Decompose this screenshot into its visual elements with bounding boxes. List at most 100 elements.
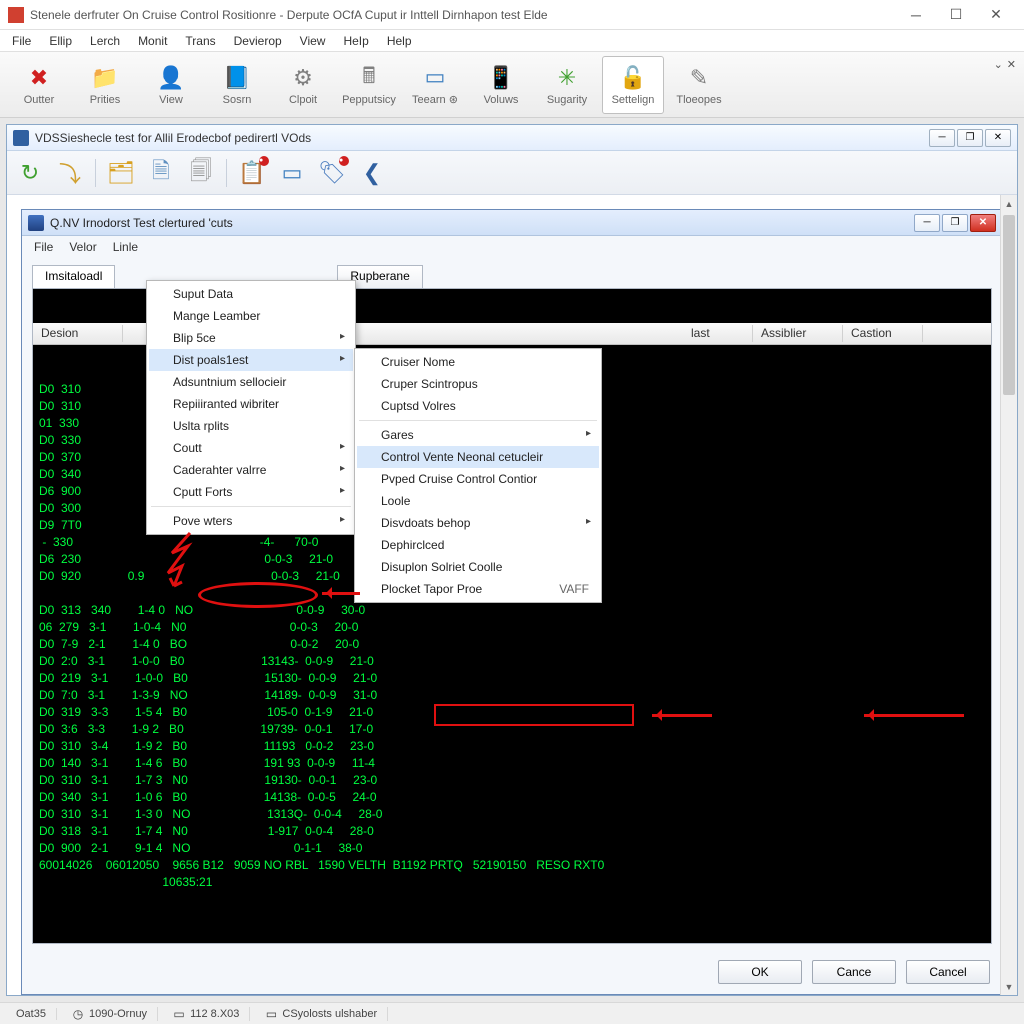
menu-monit[interactable]: Monit — [130, 32, 175, 50]
menu-item[interactable]: Adsuntnium sellocieir — [149, 371, 353, 393]
tool-prities[interactable]: 📁Prities — [74, 56, 136, 114]
scroll-up-icon[interactable]: ▲ — [1001, 195, 1017, 212]
submenu-item[interactable]: Loole — [357, 490, 599, 512]
toolbar-chevron-icon[interactable]: ⌄ — [994, 58, 1003, 71]
terminal-line: 10635:21 — [39, 874, 985, 891]
dialog-title: Q.NV Irnodorst Test clertured 'cuts — [50, 216, 914, 230]
menu-help[interactable]: Help — [379, 32, 420, 50]
tab-installed[interactable]: Imsitaloadl — [32, 265, 115, 289]
submenu-item[interactable]: Cruper Scintropus — [357, 373, 599, 395]
col-header[interactable]: Castion — [843, 325, 923, 342]
menu-item[interactable]: Cputt Forts — [149, 481, 353, 503]
menu-devierop[interactable]: Devierop — [226, 32, 290, 50]
menu-trans[interactable]: Trans — [177, 32, 223, 50]
terminal-line: D0 313 340 1-4 0 NO 0-0-9 30-0 — [39, 602, 985, 619]
menu-item[interactable]: Repiiiranted wibriter — [149, 393, 353, 415]
submenu-item[interactable]: Cuptsd Volres — [357, 395, 599, 417]
back-icon[interactable]: ❮ — [357, 158, 387, 188]
mdi-client: VDSSieshecle test for Allil Erodecbof pe… — [0, 118, 1024, 1002]
dialog-maximize-button[interactable]: ❐ — [942, 214, 968, 232]
menu-item[interactable]: Mange Leamber — [149, 305, 353, 327]
menu-item[interactable]: Caderahter valrre — [149, 459, 353, 481]
ok-button[interactable]: OK — [718, 960, 802, 984]
menu-view[interactable]: View — [292, 32, 334, 50]
terminal-line: D0 140 3-1 1-4 6 B0 191 93 0-0-9 11-4 — [39, 755, 985, 772]
folder-icon[interactable]: 🗂 — [106, 158, 136, 188]
card-icon[interactable]: ▭ — [277, 158, 307, 188]
cancel-button[interactable]: Cancel — [906, 960, 990, 984]
scroll-thumb[interactable] — [1003, 215, 1015, 395]
refresh-icon[interactable]: ↻ — [15, 158, 45, 188]
mdi-title: VDSSieshecle test for Allil Erodecbof pe… — [35, 131, 929, 145]
maximize-button[interactable]: ☐ — [936, 1, 976, 29]
notes-icon[interactable]: 📋● — [237, 158, 267, 188]
tree-icon[interactable]: ⤵ — [55, 158, 85, 188]
menu-item[interactable]: Blip 5ce — [149, 327, 353, 349]
menu-item[interactable]: Dist poals1est — [149, 349, 353, 371]
scrollbar[interactable]: ▲ ▼ — [1000, 195, 1017, 995]
menu-item[interactable]: Pove wters — [149, 510, 353, 532]
mdi-window: VDSSieshecle test for Allil Erodecbof pe… — [6, 124, 1018, 996]
dlg-menu-file[interactable]: File — [26, 238, 61, 256]
terminal-line: D0 340 3-1 1-0 6 B0 14138- 0-0-5 24-0 — [39, 789, 985, 806]
main-toolbar: ✖Outter📁Prities👤View📘Sosrn⚙Clpoit🖩Pepput… — [0, 52, 1024, 118]
col-header[interactable]: Assiblier — [753, 325, 843, 342]
submenu-item[interactable]: Plocket Tapor ProeVAFF — [357, 578, 599, 600]
terminal-line: D0 900 2-1 9-1 4 NO 0-1-1 38-0 — [39, 840, 985, 857]
toolbar-close-icon[interactable]: ✕ — [1007, 58, 1016, 71]
submenu-item[interactable]: Disvdoats behop — [357, 512, 599, 534]
inner-dialog: Q.NV Irnodorst Test clertured 'cuts ─ ❐ … — [21, 209, 1003, 995]
mdi-close-button[interactable]: ✕ — [985, 129, 1011, 147]
mdi-minimize-button[interactable]: ─ — [929, 129, 955, 147]
dialog-minimize-button[interactable]: ─ — [914, 214, 940, 232]
context-menu-1: Suput DataMange LeamberBlip 5ceDist poal… — [146, 280, 356, 535]
terminal-line: D0 310 3-1 1-7 3 N0 19130- 0-0-1 23-0 — [39, 772, 985, 789]
menu-heip[interactable]: HeIp — [335, 32, 376, 50]
submenu-item[interactable]: Disuplon Solriet Coolle — [357, 556, 599, 578]
tool-sugarity[interactable]: ✳Sugarity — [536, 56, 598, 114]
tool-pepputsicy[interactable]: 🖩Pepputsicy — [338, 56, 400, 114]
tool-voluws[interactable]: 📱Voluws — [470, 56, 532, 114]
tool-teearn ⊛[interactable]: ▭Teearn ⊛ — [404, 56, 466, 114]
col-header[interactable]: Desion — [33, 325, 123, 342]
status-cell: ◷1090-Ornuy — [61, 1007, 158, 1021]
mdi-icon — [13, 130, 29, 146]
dialog-close-button[interactable]: ✕ — [970, 214, 996, 232]
status-bar: Oat35◷1090-Ornuy▭112 8.X03▭CSyolosts uls… — [0, 1002, 1024, 1024]
menu-item[interactable]: Coutt — [149, 437, 353, 459]
app-icon — [8, 7, 24, 23]
minimize-button[interactable]: ─ — [896, 1, 936, 29]
tag-icon[interactable]: 🏷● — [317, 158, 347, 188]
submenu-item[interactable]: Cruiser Nome — [357, 351, 599, 373]
submenu-item[interactable]: Pvped Cruise Control Contior — [357, 468, 599, 490]
tool-settelign[interactable]: 🔓Settelign — [602, 56, 664, 114]
col-header[interactable]: last — [683, 325, 753, 342]
terminal-line: D0 319 3-3 1-5 4 B0 105-0 0-1-9 21-0 — [39, 704, 985, 721]
tool-tloeopes[interactable]: ✎Tloeopes — [668, 56, 730, 114]
dialog-button-row: OK Cance Cancel — [22, 950, 1002, 994]
terminal-line: 06 279 3-1 1-0-4 N0 0-0-3 20-0 — [39, 619, 985, 636]
menu-item[interactable]: Suput Data — [149, 283, 353, 305]
tool-outter[interactable]: ✖Outter — [8, 56, 70, 114]
mdi-maximize-button[interactable]: ❐ — [957, 129, 983, 147]
menu-file[interactable]: File — [4, 32, 39, 50]
cance-button[interactable]: Cance — [812, 960, 896, 984]
close-button[interactable]: ✕ — [976, 1, 1016, 29]
menu-ellip[interactable]: Ellip — [41, 32, 80, 50]
submenu-item[interactable]: Dephirclced — [357, 534, 599, 556]
menu-lerch[interactable]: Lerch — [82, 32, 128, 50]
submenu-item[interactable]: Control Vente Neonal cetucleir — [357, 446, 599, 468]
tool-view[interactable]: 👤View — [140, 56, 202, 114]
report-icon[interactable]: 🗐 — [186, 158, 216, 188]
menu-item[interactable]: Uslta rplits — [149, 415, 353, 437]
tool-sosrn[interactable]: 📘Sosrn — [206, 56, 268, 114]
tool-clpoit[interactable]: ⚙Clpoit — [272, 56, 334, 114]
status-cell: ▭CSyolosts ulshaber — [254, 1007, 388, 1021]
scroll-down-icon[interactable]: ▼ — [1001, 978, 1017, 995]
dlg-menu-linle[interactable]: Linle — [105, 238, 146, 256]
dlg-menu-velor[interactable]: Velor — [61, 238, 104, 256]
terminal-line: D0 2:0 3-1 1-0-0 B0 13143- 0-0-9 21-0 — [39, 653, 985, 670]
submenu-item[interactable]: Gares — [357, 424, 599, 446]
context-submenu: Cruiser NomeCruper ScintropusCuptsd Volr… — [354, 348, 602, 603]
document-icon[interactable]: 🗎 — [146, 158, 176, 188]
